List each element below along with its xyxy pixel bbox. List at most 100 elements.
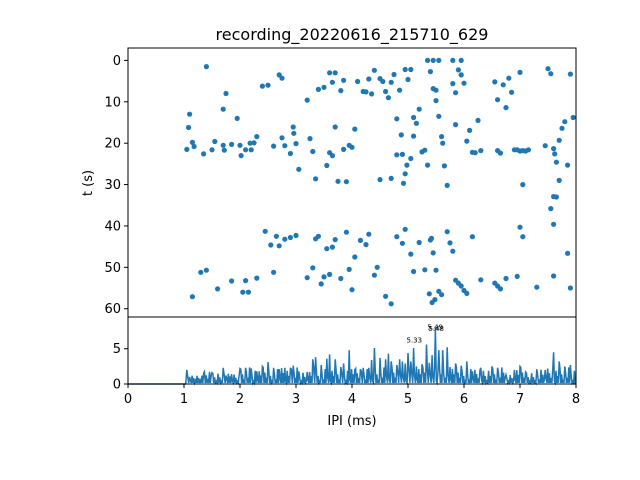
scatter-point	[366, 231, 372, 237]
ipi-x-tick-label: 8	[572, 392, 580, 407]
scatter-point	[497, 150, 503, 156]
scatter-point	[366, 76, 372, 82]
scatter-point	[321, 84, 327, 90]
scatter-point	[500, 82, 506, 88]
scatter-point	[304, 275, 310, 281]
scatter-point	[388, 175, 394, 181]
scatter-point	[259, 83, 265, 89]
scatter-point	[185, 124, 192, 131]
scatter-point	[355, 78, 361, 85]
scatter-point	[436, 113, 442, 119]
scatter-y-tick-label: 20	[104, 137, 121, 152]
scatter-point	[478, 148, 484, 154]
scatter-point	[189, 294, 195, 300]
scatter-point	[352, 254, 358, 260]
scatter-point	[324, 162, 330, 169]
scatter-point	[426, 291, 432, 297]
scatter-point	[503, 105, 509, 111]
ipi-x-axis-label: IPI (ms)	[327, 414, 376, 429]
scatter-point	[327, 70, 333, 76]
scatter-point	[282, 236, 288, 242]
scatter-point	[341, 77, 347, 83]
ipi-x-tick-label: 2	[236, 392, 244, 407]
scatter-point	[408, 66, 414, 73]
ipi-x-tick-label: 4	[348, 392, 356, 407]
scatter-point	[287, 150, 293, 157]
scatter-point	[247, 140, 253, 146]
scatter-point	[402, 66, 408, 73]
scatter-point	[475, 117, 481, 123]
scatter-point	[363, 242, 369, 248]
scatter-point	[329, 153, 335, 159]
scatter-point	[453, 90, 459, 96]
scatter-point	[562, 119, 568, 125]
scatter-point	[553, 159, 560, 165]
scatter-point	[545, 66, 551, 72]
scatter-point	[238, 153, 244, 159]
ipi-x-tick-label: 0	[124, 392, 132, 407]
scatter-point	[254, 134, 260, 140]
ipi-x-tick-label: 3	[292, 392, 300, 407]
scatter-point	[404, 162, 410, 168]
scatter-point	[377, 177, 383, 183]
scatter-point	[464, 290, 470, 296]
scatter-point	[433, 267, 439, 273]
scatter-point	[273, 233, 279, 239]
scatter-point	[220, 106, 226, 112]
scatter-point	[534, 284, 540, 290]
scatter-point	[321, 274, 327, 280]
scatter-point	[436, 57, 442, 64]
scatter-point	[254, 275, 260, 281]
scatter-point	[371, 272, 377, 278]
scatter-point	[469, 234, 475, 240]
scatter-point	[201, 151, 207, 157]
scatter-point	[416, 239, 422, 246]
scatter-point	[296, 166, 302, 172]
scatter-point	[411, 133, 417, 139]
scatter-point	[525, 147, 532, 153]
scatter-point	[383, 293, 389, 299]
scatter-point	[341, 146, 347, 152]
scatter-point	[559, 125, 565, 131]
scatter-point	[453, 122, 459, 128]
scatter-point	[363, 89, 369, 95]
scatter-point	[391, 71, 397, 78]
scatter-point	[223, 90, 229, 97]
scatter-point	[517, 224, 523, 230]
ipi-peak-annotation: 5.49	[427, 324, 443, 332]
scatter-point	[189, 139, 195, 145]
scatter-y-tick-label: 30	[104, 178, 121, 193]
scatter-y-tick-label: 0	[113, 54, 121, 69]
scatter-point	[240, 289, 246, 295]
scatter-point	[567, 71, 574, 77]
scatter-point	[327, 271, 333, 277]
scatter-point	[291, 130, 297, 136]
scatter-point	[402, 171, 408, 177]
scatter-point	[411, 114, 417, 121]
ipi-axes-frame	[127, 316, 577, 385]
scatter-point	[394, 116, 400, 122]
scatter-y-tick-label: 10	[104, 95, 121, 110]
scatter-point	[425, 162, 431, 168]
scatter-point	[458, 57, 464, 64]
scatter-point	[506, 75, 512, 81]
scatter-point	[349, 144, 355, 150]
scatter-point	[329, 244, 335, 250]
scatter-point	[338, 88, 344, 94]
scatter-point	[279, 75, 285, 81]
scatter-point	[304, 97, 310, 103]
scatter-point	[352, 126, 358, 132]
scatter-point	[287, 234, 293, 241]
scatter-point	[432, 297, 438, 303]
scatter-point	[556, 177, 562, 183]
scatter-point	[520, 182, 526, 188]
scatter-point	[279, 135, 285, 141]
scatter-point	[310, 265, 316, 271]
scatter-point	[394, 234, 400, 240]
scatter-point	[307, 136, 313, 142]
scatter-point	[245, 289, 251, 295]
ipi-x-ticks: 0 1 2 3 4 5 6 7 8	[124, 384, 580, 407]
scatter-point	[433, 87, 439, 93]
scatter-point	[439, 134, 445, 140]
